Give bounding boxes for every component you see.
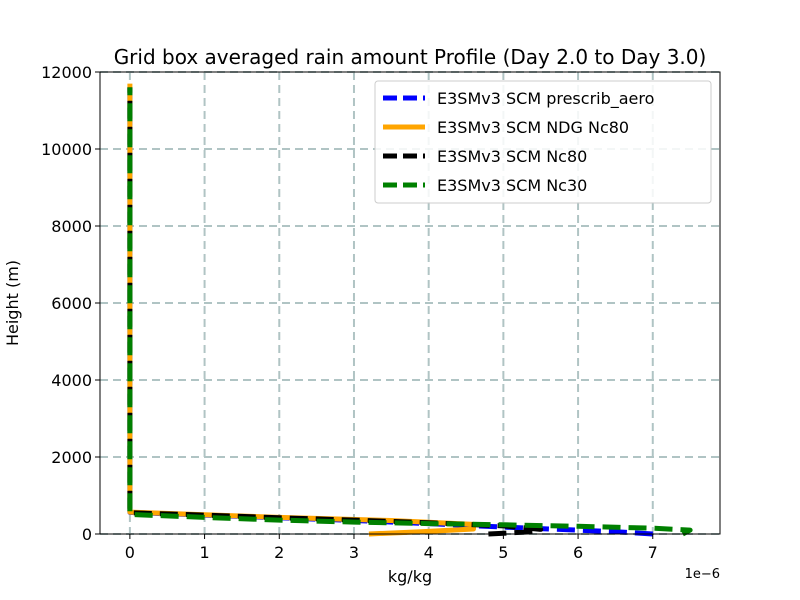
x-tick-label: 5 <box>498 543 508 562</box>
x-offset-label: 1e−6 <box>685 567 720 582</box>
legend-entry: E3SMv3 SCM Nc30 <box>437 176 587 195</box>
chart-title: Grid box averaged rain amount Profile (D… <box>114 45 707 69</box>
series-lines <box>127 83 693 537</box>
x-tick-label: 7 <box>648 543 658 562</box>
x-tick-label: 0 <box>125 543 135 562</box>
y-tick-label: 0 <box>82 525 92 544</box>
y-tick-label: 6000 <box>51 294 92 313</box>
y-tick-label: 8000 <box>51 217 92 236</box>
x-tick-label: 1 <box>199 543 209 562</box>
x-tick-label: 6 <box>573 543 583 562</box>
legend-entry: E3SMv3 SCM NDG Nc80 <box>437 118 629 137</box>
x-tick-label: 2 <box>274 543 284 562</box>
y-tick-label: 10000 <box>41 140 92 159</box>
series-line <box>127 83 476 537</box>
legend-box <box>374 80 712 204</box>
legend-entry: E3SMv3 SCM Nc80 <box>437 147 587 166</box>
y-tick-label: 4000 <box>51 371 92 390</box>
ticks: 0 1 2 3 4 5 6 7 0 2000 4000 6000 8000 10000 12000 <box>41 63 658 562</box>
legend-entry: E3SMv3 SCM prescrib_aero <box>437 89 654 109</box>
x-tick-label: 4 <box>424 543 434 562</box>
series-line <box>127 87 693 537</box>
y-tick-label: 12000 <box>41 63 92 82</box>
x-tick-label: 3 <box>349 543 359 562</box>
y-tick-label: 2000 <box>51 448 92 467</box>
legend: E3SMv3 SCM prescrib_aero E3SMv3 SCM NDG N… <box>374 80 712 204</box>
x-axis-label: kg/kg <box>388 567 432 586</box>
y-axis-label: Height (m) <box>3 260 22 346</box>
